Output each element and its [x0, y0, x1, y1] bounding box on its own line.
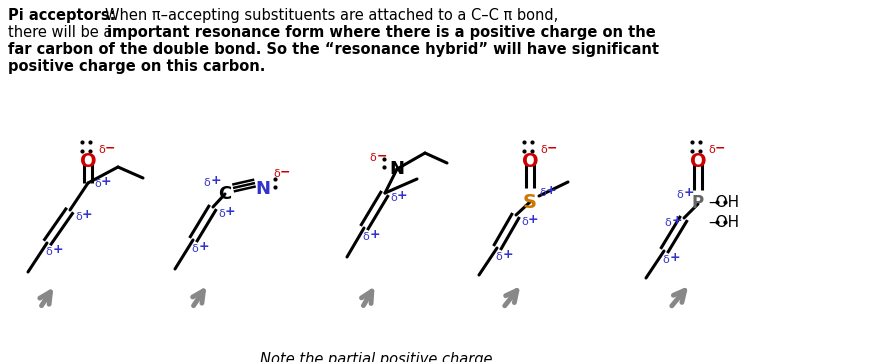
Text: δ: δ	[540, 145, 547, 155]
Text: δ: δ	[98, 145, 105, 155]
Text: δ: δ	[664, 218, 670, 228]
Text: +: +	[199, 240, 210, 253]
Text: δ: δ	[45, 247, 52, 257]
Text: –OH: –OH	[708, 195, 739, 210]
Text: +: +	[53, 243, 64, 256]
Text: δ: δ	[203, 178, 210, 188]
Text: +: +	[397, 189, 407, 202]
Text: −: −	[547, 141, 558, 154]
Text: +: +	[101, 175, 112, 188]
Text: −: −	[377, 149, 387, 162]
Text: δ: δ	[676, 190, 683, 200]
Text: δ: δ	[539, 188, 545, 198]
Text: far carbon of the double bond. So the “resonance hybrid” will have significant: far carbon of the double bond. So the “r…	[8, 42, 659, 57]
Text: δ: δ	[495, 252, 502, 262]
Text: P: P	[692, 194, 704, 212]
Text: +: +	[546, 184, 557, 197]
Text: +: +	[211, 174, 222, 187]
Text: −: −	[715, 141, 725, 154]
Text: S: S	[523, 193, 537, 212]
Text: δ: δ	[369, 153, 376, 163]
Text: +: +	[82, 208, 93, 221]
Text: δ: δ	[94, 179, 101, 189]
Text: there will be an: there will be an	[8, 25, 127, 40]
Text: δ: δ	[521, 217, 528, 227]
Text: δ: δ	[708, 145, 715, 155]
Text: +: +	[672, 214, 683, 227]
Text: +: +	[370, 228, 380, 241]
Text: –OH: –OH	[708, 215, 739, 230]
Text: δ: δ	[362, 232, 369, 242]
Text: When π–accepting substituents are attached to a C–C π bond,: When π–accepting substituents are attach…	[105, 8, 558, 23]
Text: +: +	[684, 186, 695, 199]
Text: O: O	[522, 152, 538, 171]
Text: +: +	[528, 213, 538, 226]
Text: important resonance form where there is a positive charge on the: important resonance form where there is …	[107, 25, 656, 40]
Text: +: +	[225, 205, 236, 218]
Text: positive charge on this carbon.: positive charge on this carbon.	[8, 59, 266, 74]
Text: δ: δ	[75, 212, 82, 222]
Text: O: O	[690, 152, 706, 171]
Text: +: +	[503, 248, 514, 261]
Text: N: N	[255, 180, 270, 198]
Text: δ: δ	[273, 169, 280, 179]
Text: O: O	[80, 152, 96, 171]
Text: +: +	[670, 251, 681, 264]
Text: C: C	[218, 185, 232, 203]
Text: −: −	[280, 165, 290, 178]
Text: δ: δ	[390, 193, 397, 203]
Text: N: N	[390, 160, 405, 178]
Text: δ: δ	[662, 255, 669, 265]
Text: −: −	[105, 142, 115, 155]
Text: Note the partial positive charge: Note the partial positive charge	[260, 352, 493, 362]
Text: Pi acceptors:: Pi acceptors:	[8, 8, 115, 23]
Text: δ: δ	[218, 209, 225, 219]
Text: δ: δ	[191, 244, 198, 254]
